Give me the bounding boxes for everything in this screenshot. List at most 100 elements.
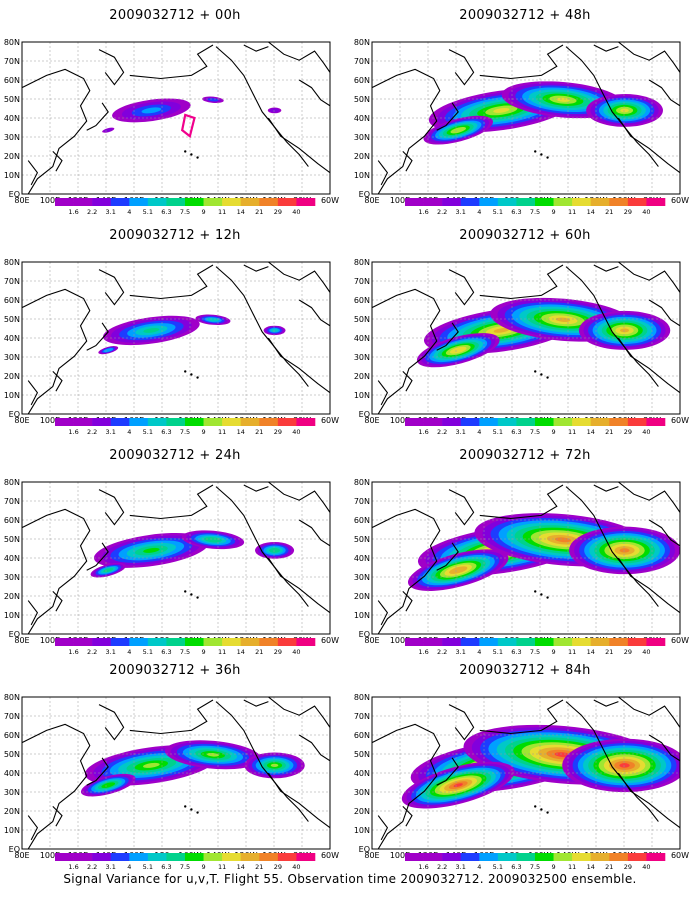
- colorbar-label: 5.1: [143, 428, 153, 435]
- lat-tick-label: 30N: [354, 353, 370, 362]
- lat-tick-label: 60N: [354, 731, 370, 740]
- variance-contour: [449, 566, 468, 574]
- lat-tick-label: 10N: [4, 391, 20, 400]
- lat-tick-label: 80N: [354, 38, 370, 47]
- panel-24h: 2009032712 + 24h 80N 70N 60N 50N 40N 30N 20N 10…: [0, 440, 350, 655]
- colorbar-swatch: [147, 198, 167, 206]
- lat-tick-label: EQ: [9, 410, 20, 419]
- coastline: [22, 697, 330, 849]
- colorbar-swatch: [222, 418, 242, 426]
- panel-title: 2009032712 + 72h: [459, 448, 591, 463]
- colorbar-label: 14: [237, 208, 245, 215]
- colorbar-label: 21: [255, 208, 263, 215]
- lat-tick-label: 10N: [354, 826, 370, 835]
- lat-tick-label: 30N: [354, 133, 370, 142]
- lat-tick-label: 70N: [354, 712, 370, 721]
- colorbar-label: 11: [218, 428, 226, 435]
- colorbar-label: 21: [255, 428, 263, 435]
- colorbar-label: 2.2: [87, 648, 97, 655]
- colorbar-label: 1.6: [68, 648, 78, 655]
- variance-contour: [450, 126, 466, 134]
- colorbar-swatch: [185, 198, 204, 206]
- colorbar-label: 7.5: [530, 648, 540, 655]
- coastline: [372, 262, 680, 414]
- lat-tick-label: 80N: [354, 693, 370, 702]
- colorbar-swatch: [479, 418, 499, 426]
- colorbar-swatch: [110, 638, 130, 646]
- figure-caption: Signal Variance for u,v,T. Flight 55. Ob…: [63, 872, 637, 886]
- lon-tick-label: 60W: [671, 636, 689, 645]
- colorbar-label: 9: [552, 208, 556, 215]
- colorbar: 1.6 2.2 3.1 4 5.1 6.3 7.5 9 11 14 21 29 40: [405, 198, 666, 215]
- colorbar-label: 1.6: [418, 863, 428, 870]
- variance-field: [423, 81, 663, 145]
- forecast-map: 80N70N60N50N40N30N20N10NEQ80E100E120E140…: [4, 38, 339, 215]
- panel-title: 2009032712 + 36h: [109, 663, 241, 678]
- lat-tick-label: 50N: [354, 750, 370, 759]
- colorbar-swatch: [646, 853, 666, 861]
- colorbar-swatch: [405, 638, 424, 646]
- map-frame: [21, 481, 331, 635]
- lat-tick-label: 10N: [354, 391, 370, 400]
- lat-tick-label: 10N: [4, 826, 20, 835]
- colorbar: 1.6 2.2 3.1 4 5.1 6.3 7.5 9 11 14 21 29 40: [55, 638, 316, 655]
- map-grid: [22, 262, 330, 414]
- variance-contour: [493, 107, 510, 113]
- lat-tick-label: 50N: [4, 535, 20, 544]
- lon-tick-label: 60W: [671, 196, 689, 205]
- panel-title: 2009032712 + 00h: [109, 8, 241, 23]
- variance-contour: [555, 317, 571, 322]
- panel-72h: 2009032712 + 72h 80N 70N 60N 50N 40N 30N 20N 10…: [350, 440, 700, 655]
- forecast-map: 80N70N60N50N40N30N20N10NEQ80E100E120E140…: [4, 693, 339, 870]
- colorbar-swatch: [516, 418, 536, 426]
- colorbar-swatch: [222, 198, 242, 206]
- coastline: [372, 697, 680, 849]
- variance-contour: [620, 108, 629, 113]
- colorbar-swatch: [240, 638, 260, 646]
- colorbar-label: 5.1: [493, 648, 503, 655]
- colorbar-swatch: [203, 853, 223, 861]
- colorbar-label: 29: [624, 648, 632, 655]
- colorbar-swatch: [646, 638, 666, 646]
- colorbar-label: 40: [642, 428, 650, 435]
- colorbar-swatch: [110, 198, 130, 206]
- lat-tick-label: 20N: [4, 372, 20, 381]
- colorbar-swatch: [203, 638, 223, 646]
- colorbar-label: 14: [587, 208, 595, 215]
- colorbar-label: 2.2: [437, 428, 447, 435]
- colorbar-label: 40: [642, 208, 650, 215]
- colorbar-label: 21: [605, 428, 613, 435]
- colorbar-label: 6.3: [161, 648, 171, 655]
- colorbar-label: 7.5: [530, 208, 540, 215]
- colorbar-swatch: [442, 198, 462, 206]
- forecast-map: 80N70N60N50N40N30N20N10NEQ80E100E120E140…: [354, 38, 689, 215]
- colorbar-swatch: [166, 198, 186, 206]
- lat-tick-label: 10N: [354, 611, 370, 620]
- colorbar-swatch: [55, 198, 74, 206]
- lon-tick-label: 100E: [40, 636, 60, 645]
- colorbar-label: 11: [218, 648, 226, 655]
- colorbar-swatch: [203, 418, 223, 426]
- map-frame: [371, 481, 681, 635]
- map-frame: [371, 261, 681, 415]
- colorbar-swatch: [277, 418, 297, 426]
- colorbar: 1.6 2.2 3.1 4 5.1 6.3 7.5 9 11 14 21 29 40: [405, 418, 666, 435]
- colorbar-swatch: [479, 853, 499, 861]
- lat-tick-label: 40N: [354, 114, 370, 123]
- colorbar-label: 40: [642, 648, 650, 655]
- lat-tick-label: EQ: [359, 845, 370, 854]
- variance-field: [80, 740, 305, 797]
- colorbar-swatch: [166, 418, 186, 426]
- colorbar-label: 2.2: [437, 208, 447, 215]
- colorbar-swatch: [73, 853, 93, 861]
- colorbar-label: 11: [568, 428, 576, 435]
- lat-tick-label: 20N: [354, 807, 370, 816]
- colorbar-label: 4: [477, 863, 481, 870]
- colorbar-label: 29: [274, 428, 282, 435]
- lon-tick-label: 100E: [40, 196, 60, 205]
- colorbar-swatch: [110, 418, 130, 426]
- colorbar-swatch: [259, 198, 279, 206]
- colorbar-swatch: [92, 638, 112, 646]
- forecast-map: 80N70N60N50N40N30N20N10NEQ80E100E120E140…: [4, 478, 339, 655]
